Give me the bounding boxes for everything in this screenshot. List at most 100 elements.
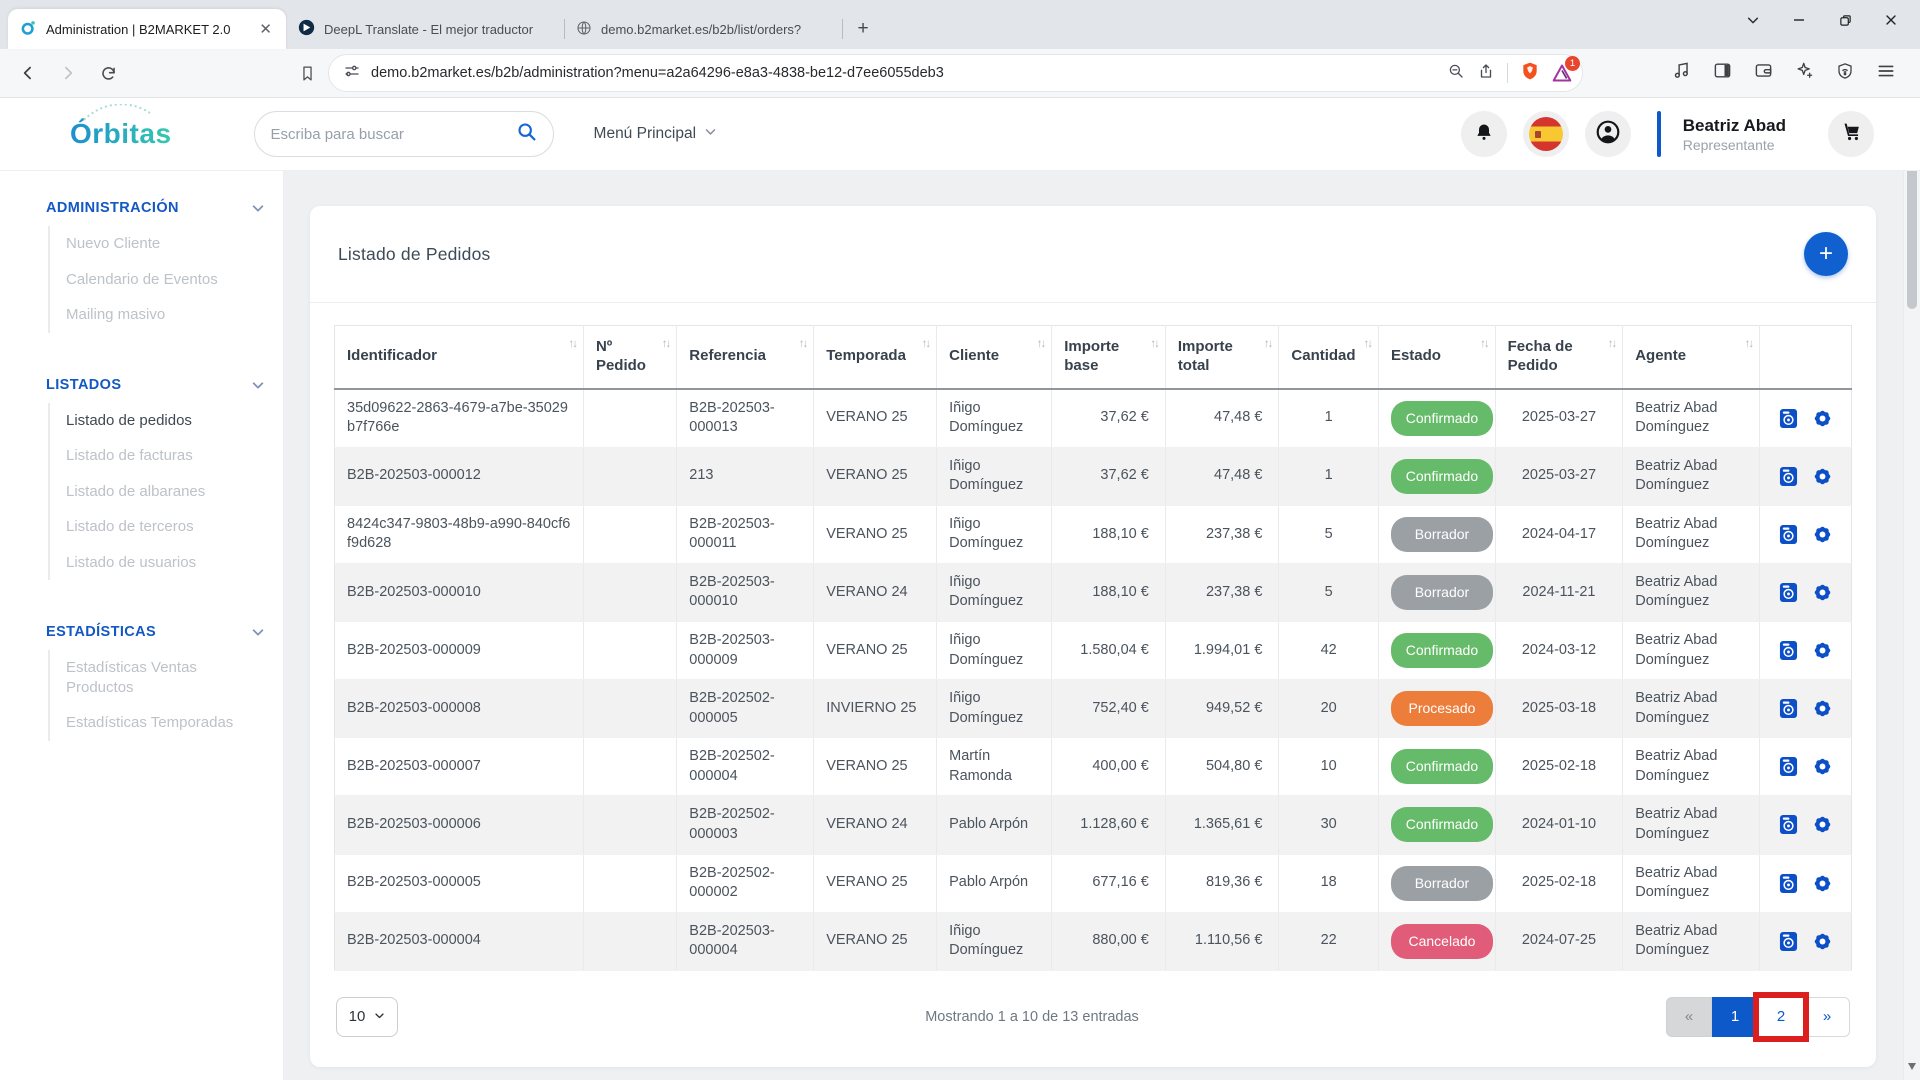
column-header-fecha-de-pedido[interactable]: Fecha de Pedido ↑↓ [1495, 325, 1624, 390]
page-size-select[interactable]: 10 [336, 996, 398, 1037]
sidebar-item-listado-de-terceros[interactable]: Listado de terceros [66, 518, 194, 535]
gear-icon[interactable] [1812, 698, 1833, 719]
cart-button[interactable] [1828, 111, 1874, 157]
sort-icon[interactable]: ↑↓ [1363, 338, 1372, 350]
pagination-next-button[interactable]: » [1804, 996, 1850, 1037]
forward-icon[interactable] [50, 55, 86, 91]
sidebar-item-mailing-masivo[interactable]: Mailing masivo [66, 306, 166, 323]
gear-icon[interactable] [1812, 466, 1833, 487]
gear-icon[interactable] [1812, 582, 1833, 603]
gear-icon[interactable] [1812, 873, 1833, 894]
sort-icon[interactable]: ↑↓ [1036, 338, 1046, 350]
menu-icon[interactable] [1876, 61, 1896, 86]
share-icon[interactable] [1477, 62, 1495, 85]
view-order-icon[interactable] [1779, 814, 1798, 835]
search-icon[interactable] [516, 121, 537, 147]
add-order-button[interactable]: + [1804, 232, 1848, 276]
sort-icon[interactable]: ↑↓ [661, 338, 671, 350]
sidebar-item-nuevo-cliente[interactable]: Nuevo Cliente [66, 235, 161, 252]
sort-icon[interactable]: ↑↓ [568, 338, 577, 350]
column-header-cantidad[interactable]: Cantidad ↑↓ [1278, 325, 1379, 390]
view-order-icon[interactable] [1779, 524, 1798, 545]
sort-icon[interactable]: ↑↓ [798, 338, 808, 350]
sort-icon[interactable]: ↑↓ [1744, 338, 1754, 350]
column-header-n-pedido[interactable]: Nº Pedido ↑↓ [583, 325, 678, 390]
scrollbar-thumb[interactable] [1907, 124, 1917, 309]
sort-icon[interactable]: ↑↓ [921, 338, 931, 350]
view-order-icon[interactable] [1779, 640, 1798, 661]
scrollbar[interactable] [1903, 98, 1920, 1080]
gear-icon[interactable] [1812, 931, 1833, 952]
gear-icon[interactable] [1812, 756, 1833, 777]
view-order-icon[interactable] [1779, 756, 1798, 777]
back-icon[interactable] [10, 55, 46, 91]
browser-tab-2[interactable]: DeepL Translate - El mejor traductor [286, 9, 565, 49]
sort-icon[interactable]: ↑↓ [1480, 338, 1489, 350]
minimize-icon[interactable] [1776, 0, 1822, 40]
sort-icon[interactable]: ↑↓ [1607, 338, 1617, 350]
column-header-cliente[interactable]: Cliente ↑↓ [936, 325, 1053, 390]
url-text[interactable]: demo.b2market.es/b2b/administration?menu… [371, 65, 944, 81]
account-button[interactable] [1584, 111, 1631, 157]
extension-icon[interactable]: 1 [1552, 56, 1580, 83]
search-input[interactable] [270, 125, 508, 143]
column-header-importe-total[interactable]: Importe total ↑↓ [1165, 325, 1280, 390]
brave-shield-icon[interactable] [1520, 60, 1540, 87]
view-order-icon[interactable] [1779, 698, 1798, 719]
sidebar-item-estad-sticas-temporadas[interactable]: Estadísticas Temporadas [66, 714, 234, 731]
sidebar-item-estad-sticas-ventas-productos[interactable]: Estadísticas Ventas Productos [66, 659, 197, 696]
site-settings-icon[interactable] [343, 62, 361, 85]
media-icon[interactable] [1672, 61, 1691, 85]
gear-icon[interactable] [1812, 814, 1833, 835]
column-header-estado[interactable]: Estado ↑↓ [1378, 325, 1496, 390]
column-header-referencia[interactable]: Referencia ↑↓ [676, 325, 815, 390]
view-order-icon[interactable] [1779, 466, 1798, 487]
sort-icon[interactable]: ↑↓ [1150, 338, 1159, 350]
sidebar-item-calendario-de-eventos[interactable]: Calendario de Eventos [66, 270, 218, 288]
sidebar-toggle-icon[interactable] [1713, 61, 1732, 85]
language-button[interactable] [1522, 111, 1569, 157]
orbitas-logo[interactable]: Órbitas [70, 104, 172, 150]
sidebar-section-header[interactable]: ESTADÍSTICAS [46, 624, 265, 640]
column-header-agente[interactable]: Agente ↑↓ [1622, 325, 1761, 390]
browser-tab-1[interactable]: Administration | B2MARKET 2.0 ✕ [8, 9, 286, 49]
view-order-icon[interactable] [1779, 931, 1798, 952]
gear-icon[interactable] [1812, 408, 1833, 429]
address-bar[interactable]: demo.b2market.es/b2b/administration?menu… [328, 54, 1583, 92]
column-header-identificador[interactable]: Identificador ↑↓ [334, 325, 584, 390]
sidebar-item-listado-de-usuarios[interactable]: Listado de usuarios [66, 553, 197, 571]
browser-tab-3[interactable]: demo.b2market.es/b2b/list/orders? [564, 9, 843, 49]
main-menu-dropdown[interactable]: Menú Principal [594, 125, 718, 143]
sidebar-item-listado-de-albaranes[interactable]: Listado de albaranes [66, 482, 206, 500]
view-order-icon[interactable] [1779, 873, 1798, 894]
reload-icon[interactable] [90, 55, 126, 91]
pagination-prev-button[interactable]: « [1666, 996, 1712, 1037]
tab-search-icon[interactable] [1730, 0, 1776, 40]
scroll-down-icon[interactable] [1908, 1063, 1916, 1070]
sidebar-item-listado-de-pedidos[interactable]: Listado de pedidos [66, 411, 192, 429]
global-search[interactable] [253, 111, 554, 157]
close-window-icon[interactable] [1868, 0, 1914, 40]
pagination-page-1[interactable]: 1 [1712, 996, 1758, 1037]
column-header-importe-base[interactable]: Importe base ↑↓ [1051, 325, 1166, 390]
gear-icon[interactable] [1812, 640, 1833, 661]
sort-icon[interactable]: ↑↓ [1263, 338, 1273, 350]
new-tab-button[interactable]: + [857, 18, 869, 39]
sidebar-section-header[interactable]: LISTADOS [46, 377, 265, 393]
column-header-temporada[interactable]: Temporada ↑↓ [813, 325, 938, 390]
view-order-icon[interactable] [1779, 582, 1798, 603]
sidebar-section-header[interactable]: ADMINISTRACIÓN [46, 200, 265, 216]
bookmark-icon[interactable] [290, 56, 324, 90]
view-order-icon[interactable] [1779, 408, 1798, 429]
close-tab-icon[interactable]: ✕ [259, 21, 272, 38]
pagination-page-2[interactable]: 2 [1753, 991, 1809, 1042]
notifications-button[interactable] [1460, 111, 1507, 157]
gear-icon[interactable] [1812, 524, 1833, 545]
user-info[interactable]: Beatriz Abad Representante [1683, 115, 1786, 152]
sidebar-item-listado-de-facturas[interactable]: Listado de facturas [66, 447, 193, 464]
zoom-out-icon[interactable] [1447, 62, 1465, 85]
vpn-shield-icon[interactable] [1836, 61, 1854, 86]
restore-icon[interactable] [1822, 0, 1868, 40]
wallet-icon[interactable] [1754, 61, 1773, 85]
leo-ai-sparkle-icon[interactable] [1795, 61, 1814, 85]
